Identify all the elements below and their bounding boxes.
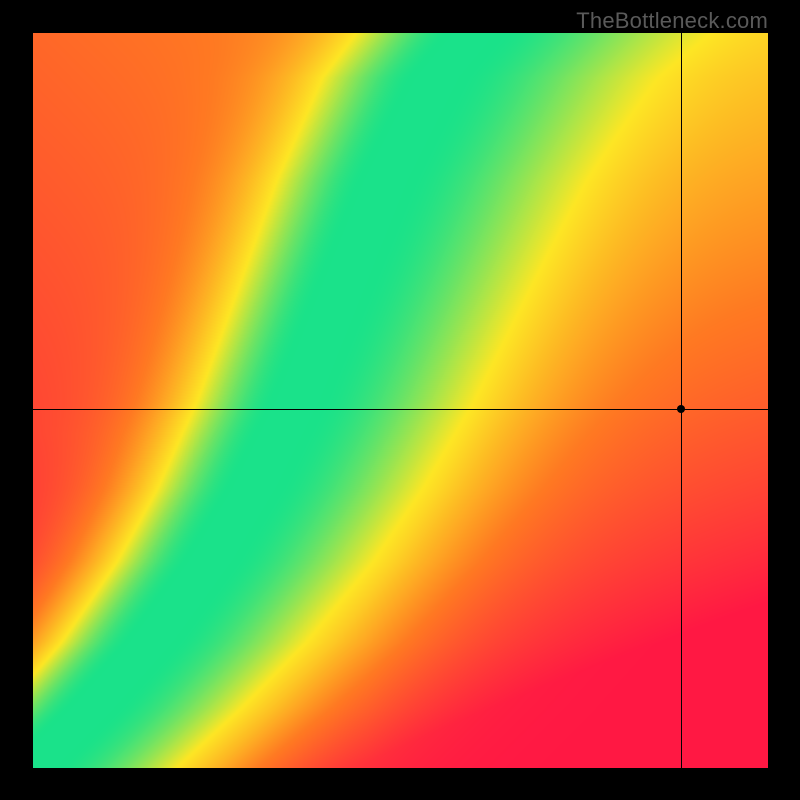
heatmap-plot bbox=[33, 33, 768, 768]
crosshair-horizontal bbox=[33, 409, 768, 411]
heatmap-canvas bbox=[33, 33, 768, 768]
watermark-text: TheBottleneck.com bbox=[576, 8, 768, 34]
crosshair-marker bbox=[677, 405, 685, 413]
crosshair-vertical bbox=[681, 33, 683, 768]
